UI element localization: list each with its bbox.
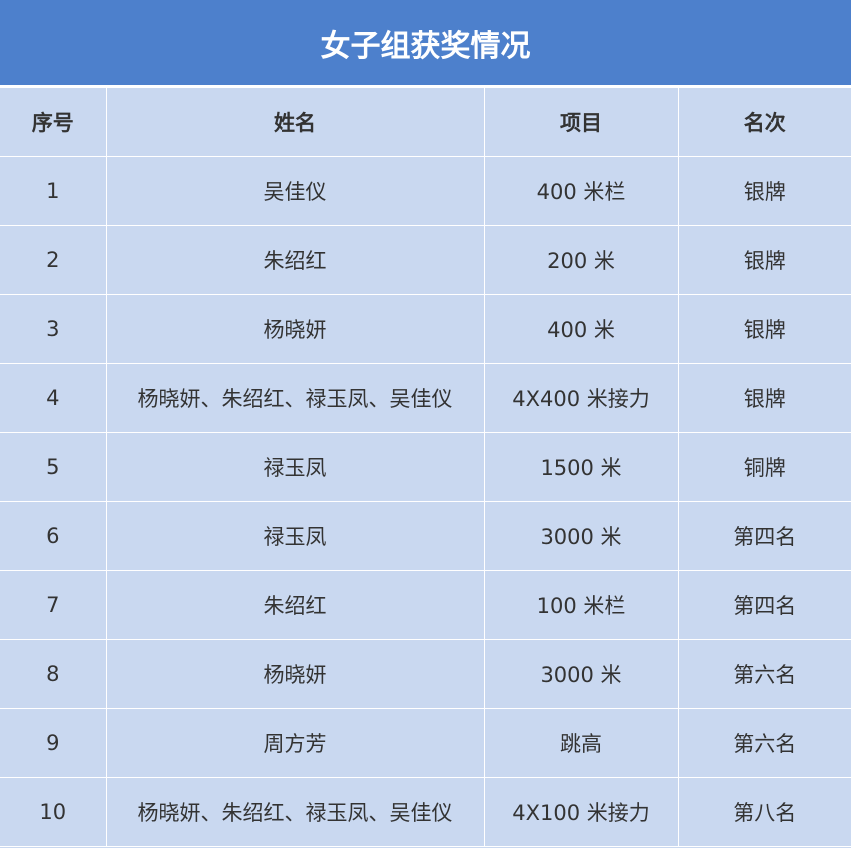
table-row: 1 吴佳仪 400 米栏 银牌 — [0, 156, 851, 226]
header-index: 序号 — [0, 87, 107, 157]
cell-index: 7 — [0, 570, 107, 640]
header-name: 姓名 — [105, 87, 485, 157]
cell-event: 200 米 — [483, 225, 679, 295]
cell-index: 9 — [0, 708, 107, 778]
cell-index: 3 — [0, 294, 107, 364]
table-row: 6 禄玉凤 3000 米第四名 — [0, 501, 851, 571]
cell-rank: 第八名 — [677, 777, 851, 847]
header-row: 序号 姓名 项目 名次 — [0, 87, 851, 157]
header-event: 项目 — [483, 87, 679, 157]
table-row: 3 杨晓妍 400 米银牌 — [0, 294, 851, 364]
cell-name: 朱绍红 — [105, 225, 485, 295]
cell-rank: 铜牌 — [677, 432, 851, 502]
table-title: 女子组获奖情况 — [0, 0, 851, 87]
awards-table: 序号 姓名 项目 名次 1 吴佳仪 400 米栏 银牌 2 朱绍红 200 米银牌 3 杨晓妍 4… — [0, 87, 851, 847]
cell-event: 400 米 — [483, 294, 679, 364]
cell-name: 朱绍红 — [105, 570, 485, 640]
cell-event: 3000 米 — [483, 639, 679, 709]
cell-rank: 银牌 — [677, 156, 851, 226]
cell-name: 周方芳 — [105, 708, 485, 778]
cell-name: 杨晓妍 — [105, 294, 485, 364]
cell-rank: 第四名 — [677, 570, 851, 640]
table-row: 2 朱绍红 200 米银牌 — [0, 225, 851, 295]
cell-index: 1 — [0, 156, 107, 226]
cell-event: 400 米栏 — [483, 156, 679, 226]
cell-name: 杨晓妍 — [105, 639, 485, 709]
cell-rank: 第六名 — [677, 639, 851, 709]
table-row: 10 杨晓妍、朱绍红、禄玉凤、吴佳仪 4X100 米接力 第八名 — [0, 777, 851, 847]
cell-index: 4 — [0, 363, 107, 433]
cell-name: 禄玉凤 — [105, 432, 485, 502]
cell-rank: 银牌 — [677, 294, 851, 364]
cell-index: 2 — [0, 225, 107, 295]
table-row: 5 禄玉凤 1500 米铜牌 — [0, 432, 851, 502]
cell-name: 禄玉凤 — [105, 501, 485, 571]
table-row: 7 朱绍红 100 米栏 第四名 — [0, 570, 851, 640]
cell-event: 4X400 米接力 — [483, 363, 679, 433]
cell-event: 4X100 米接力 — [483, 777, 679, 847]
cell-rank: 银牌 — [677, 225, 851, 295]
cell-index: 10 — [0, 777, 107, 847]
cell-event: 1500 米 — [483, 432, 679, 502]
table-row: 4 杨晓妍、朱绍红、禄玉凤、吴佳仪 4X400 米接力 银牌 — [0, 363, 851, 433]
cell-index: 8 — [0, 639, 107, 709]
cell-event: 100 米栏 — [483, 570, 679, 640]
cell-name: 杨晓妍、朱绍红、禄玉凤、吴佳仪 — [105, 363, 485, 433]
header-rank: 名次 — [677, 87, 851, 157]
cell-event: 跳高 — [483, 708, 679, 778]
cell-event: 3000 米 — [483, 501, 679, 571]
cell-rank: 第四名 — [677, 501, 851, 571]
cell-index: 5 — [0, 432, 107, 502]
cell-rank: 第六名 — [677, 708, 851, 778]
table-row: 9 周方芳 跳高 第六名 — [0, 708, 851, 778]
cell-name: 杨晓妍、朱绍红、禄玉凤、吴佳仪 — [105, 777, 485, 847]
cell-index: 6 — [0, 501, 107, 571]
cell-rank: 银牌 — [677, 363, 851, 433]
table-row: 8 杨晓妍 3000 米第六名 — [0, 639, 851, 709]
cell-name: 吴佳仪 — [105, 156, 485, 226]
